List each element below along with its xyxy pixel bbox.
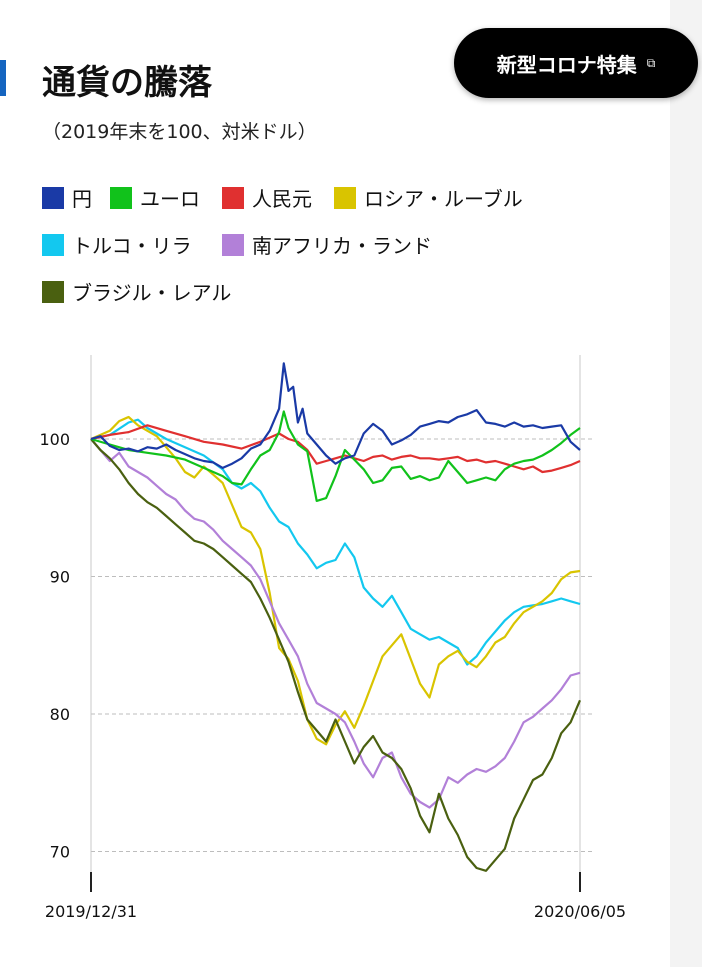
corona-button-label: 新型コロナ特集 — [497, 49, 637, 78]
tick-labels: 70 80 90 100 2019/12/31 2020/06/05 — [39, 430, 626, 921]
y-tick-label: 90 — [50, 568, 70, 587]
corona-feature-button[interactable]: 新型コロナ特集 ⧉ — [454, 28, 698, 98]
chart-card: 通貨の騰落 （2019年末を100、対米ドル） 円 ユーロ 人民元 ロシア・ルー… — [0, 0, 670, 967]
series-lines — [91, 363, 580, 870]
y-tick-label: 100 — [39, 430, 70, 449]
axes — [91, 355, 580, 892]
series-line-yuan — [91, 425, 580, 472]
y-tick-label: 80 — [50, 705, 70, 724]
page-edge — [684, 0, 702, 967]
series-line-rand — [91, 439, 580, 808]
x-tick-label: 2019/12/31 — [45, 902, 137, 921]
line-chart: 70 80 90 100 2019/12/31 2020/06/05 — [0, 0, 670, 967]
series-line-real — [91, 439, 580, 871]
y-tick-label: 70 — [50, 843, 70, 862]
series-line-lira — [91, 420, 580, 665]
x-tick-label: 2020/06/05 — [534, 902, 626, 921]
series-line-ruble — [91, 417, 580, 744]
gridlines — [91, 439, 595, 852]
series-line-yen — [91, 363, 580, 468]
external-window-icon: ⧉ — [647, 56, 656, 71]
